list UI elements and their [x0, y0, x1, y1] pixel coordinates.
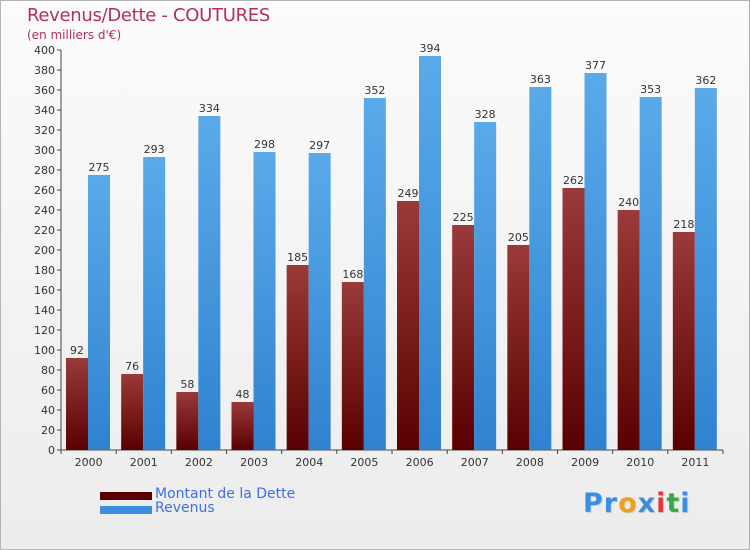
x-tick-label: 2006: [406, 456, 434, 469]
y-tick-label: 340: [34, 104, 55, 117]
proxiti-logo: Proxiti: [583, 488, 691, 519]
data-label-revenus: 377: [585, 59, 606, 72]
bar-revenus: [694, 88, 717, 450]
bar-revenus: [363, 98, 386, 450]
y-tick-label: 100: [34, 344, 55, 357]
x-tick-label: 2008: [516, 456, 544, 469]
bar-revenus: [419, 56, 441, 450]
bar-dette: [66, 358, 88, 450]
bar-dette: [231, 402, 254, 450]
legend-swatch-dette: [100, 492, 152, 500]
x-tick-label: 2011: [681, 456, 709, 469]
bar-revenus: [639, 97, 662, 450]
y-tick-label: 160: [34, 284, 55, 297]
logo-letter: t: [666, 488, 681, 519]
y-tick-label: 240: [34, 204, 55, 217]
chart-bars: [66, 56, 717, 450]
logo-letter: i: [656, 488, 667, 519]
bar-revenus: [88, 175, 110, 450]
data-label-revenus: 328: [475, 108, 496, 121]
bar-dette: [507, 245, 530, 450]
data-label-dette: 218: [673, 218, 694, 231]
y-tick-label: 120: [34, 324, 55, 337]
y-tick-label: 320: [34, 124, 55, 137]
x-tick-label: 2007: [461, 456, 489, 469]
legend-label-dette: Montant de la Dette: [155, 486, 296, 502]
bar-dette: [121, 374, 144, 450]
logo-letter: x: [637, 488, 657, 519]
y-tick-label: 280: [34, 164, 55, 177]
logo-letter: o: [618, 488, 638, 519]
y-tick-label: 40: [41, 404, 55, 417]
bar-revenus: [253, 152, 276, 450]
logo-letter: P: [583, 488, 604, 519]
data-label-dette: 185: [287, 251, 308, 264]
data-label-revenus: 334: [199, 102, 220, 115]
y-tick-label: 60: [41, 384, 55, 397]
chart-data-labels: 92 275 76 293 58 334 48 298 185 297 168 352 249 394 22…: [70, 42, 716, 401]
data-label-dette: 58: [180, 378, 194, 391]
chart-axes: 0 20 40 60 80 100 120 140 160 180 200 220 240 260 280 3…: [34, 44, 724, 469]
x-tick-label: 2005: [350, 456, 378, 469]
bar-dette: [452, 225, 475, 450]
legend-swatch-revenus: [100, 506, 152, 514]
logo-letter: r: [603, 488, 619, 519]
data-label-dette: 249: [398, 187, 419, 200]
x-tick-label: 2010: [626, 456, 654, 469]
data-label-dette: 262: [563, 174, 584, 187]
data-label-dette: 76: [125, 360, 139, 373]
x-tick-label: 2002: [185, 456, 213, 469]
data-label-revenus: 275: [89, 161, 110, 174]
bar-dette: [397, 201, 419, 450]
bar-revenus: [143, 157, 166, 450]
y-tick-label: 360: [34, 84, 55, 97]
y-tick-label: 220: [34, 224, 55, 237]
data-label-revenus: 353: [640, 83, 661, 96]
bar-dette: [176, 392, 199, 450]
bar-dette: [562, 188, 585, 450]
data-label-dette: 48: [236, 388, 250, 401]
data-label-dette: 168: [342, 268, 363, 281]
x-tick-label: 2009: [571, 456, 599, 469]
chart-subtitle: (en milliers d'€): [27, 28, 122, 42]
logo-letter: i: [680, 488, 691, 519]
data-label-revenus: 352: [364, 84, 385, 97]
y-tick-label: 380: [34, 64, 55, 77]
data-label-dette: 92: [70, 344, 84, 357]
bar-dette: [672, 232, 695, 450]
y-tick-label: 180: [34, 264, 55, 277]
bar-revenus: [474, 122, 497, 450]
bar-dette: [617, 210, 640, 450]
data-label-dette: 225: [453, 211, 474, 224]
y-tick-label: 0: [48, 444, 55, 457]
y-tick-label: 300: [34, 144, 55, 157]
legend-label-revenus: Revenus: [155, 500, 215, 516]
x-tick-label: 2003: [240, 456, 268, 469]
data-label-dette: 240: [618, 196, 639, 209]
data-label-revenus: 363: [530, 73, 551, 86]
x-tick-label: 2004: [295, 456, 323, 469]
data-label-dette: 205: [508, 231, 529, 244]
bar-revenus: [198, 116, 221, 450]
y-tick-label: 140: [34, 304, 55, 317]
y-tick-label: 20: [41, 424, 55, 437]
bar-dette: [341, 282, 364, 450]
data-label-revenus: 394: [420, 42, 441, 55]
y-tick-label: 260: [34, 184, 55, 197]
y-tick-label: 80: [41, 364, 55, 377]
y-tick-label: 400: [34, 44, 55, 57]
data-label-revenus: 362: [695, 74, 716, 87]
x-tick-label: 2001: [130, 456, 158, 469]
y-tick-label: 200: [34, 244, 55, 257]
bar-dette: [286, 265, 309, 450]
x-tick-label: 2000: [75, 456, 103, 469]
bar-revenus: [529, 87, 552, 450]
chart-title: Revenus/Dette - COUTURES: [27, 5, 271, 26]
bar-revenus: [308, 153, 331, 450]
data-label-revenus: 298: [254, 138, 275, 151]
data-label-revenus: 293: [144, 143, 165, 156]
data-label-revenus: 297: [309, 139, 330, 152]
bar-revenus: [584, 73, 607, 450]
